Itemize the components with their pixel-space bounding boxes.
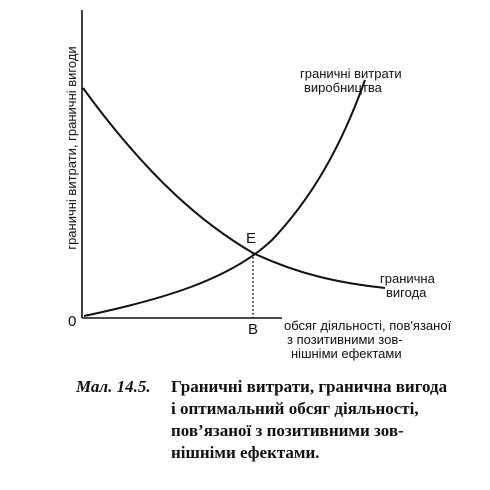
marginal-cost-curve	[83, 79, 366, 317]
origin-label: 0	[68, 313, 76, 330]
x-axis-label-3: нішніми ефектами	[291, 346, 402, 361]
x-axis-label-2: з позитивними зов-	[287, 332, 403, 347]
caption-line-1: Граничні витрати, гранична вигода	[171, 377, 448, 396]
marginal-benefit-curve	[82, 87, 386, 289]
caption-line-3: пов’язаної з позитивними зов-	[171, 421, 404, 440]
x-axis-label-1: обсяг діяльності, пов'язаної	[284, 318, 452, 333]
y-axis-label: граничні витрати, граничні вигоди	[64, 46, 79, 249]
point-b-label: B	[248, 321, 258, 338]
caption-line-4: нішніми ефектами.	[171, 443, 320, 462]
caption-prefix: Мал. 14.5.	[75, 377, 151, 396]
caption-line-2: і оптимальний обсяг діяльності,	[171, 399, 419, 418]
benefit-curve-label-2: вигода	[386, 285, 427, 300]
benefit-curve-label-1: гранична	[380, 271, 436, 286]
point-e-label: E	[246, 230, 256, 247]
cost-curve-label-2: виробництва	[304, 80, 383, 95]
cost-curve-label-1: граничні витрати	[300, 66, 402, 81]
